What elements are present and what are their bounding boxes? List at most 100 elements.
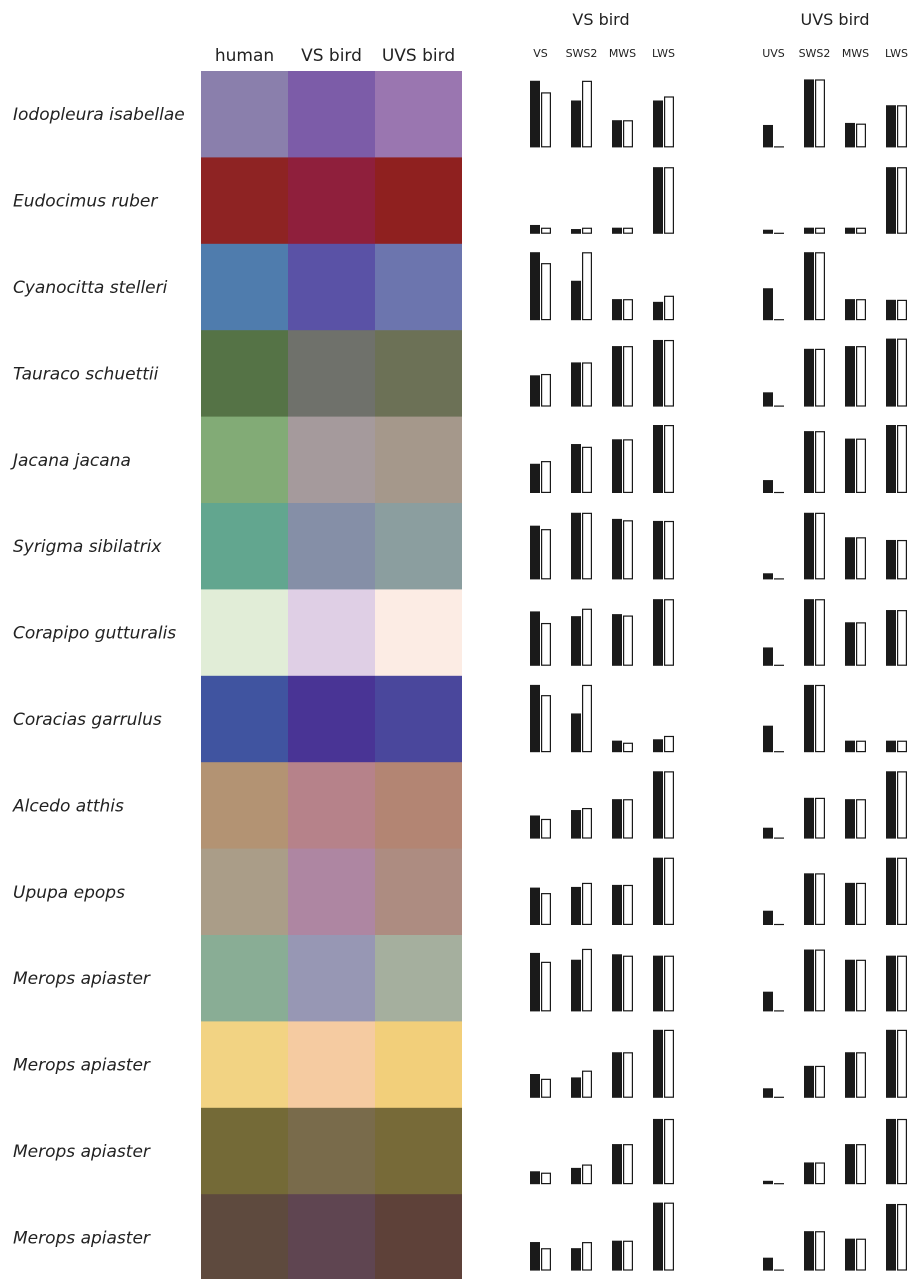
species-name: Jacana jacana — [10, 451, 131, 471]
bar-uvs-bird-lws-open — [896, 167, 907, 234]
species-name: Merops apiaster — [13, 1142, 151, 1162]
bar-uvs-bird-sws2-open — [814, 348, 825, 407]
bar-uvs-bird-uvs-filled — [763, 392, 773, 407]
species-row: Merops apiaster — [13, 935, 907, 1022]
bar-uvs-bird-sws2-filled — [804, 348, 814, 407]
bar-vs-bird-lws-open — [663, 425, 674, 494]
bar-vs-bird-vs-filled — [530, 252, 540, 321]
species-name: Upupa epops — [13, 883, 125, 903]
bar-vs-bird-vs-filled — [530, 463, 540, 493]
bar-vs-bird-sws2-open — [581, 948, 592, 1012]
bar-vs-bird-vs-filled — [530, 684, 540, 753]
colour-swatch-human — [201, 675, 288, 763]
colour-swatch-human — [201, 503, 288, 590]
colour-swatch-uvs-bird — [375, 762, 462, 850]
colour-swatch-uvs-bird — [375, 71, 462, 158]
bar-uvs-bird-mws-filled — [845, 740, 855, 753]
bar-uvs-bird-mws-filled — [845, 799, 855, 839]
bar-vs-bird-sws2-filled — [571, 100, 581, 148]
bar-vs-bird-sws2-open — [581, 512, 592, 580]
cone-header-vs-bird-vs: VS — [533, 47, 548, 60]
bar-vs-bird-sws2-open — [581, 684, 592, 753]
bar-uvs-bird-sws2-open — [814, 1065, 825, 1098]
bar-uvs-bird-uvs-filled — [763, 573, 773, 580]
bar-vs-bird-lws-open — [663, 339, 674, 407]
bar-uvs-bird-mws-filled — [845, 1052, 855, 1098]
species-name: Syrigma sibilatrix — [13, 537, 162, 557]
bar-vs-bird-mws-filled — [612, 740, 622, 753]
bar-uvs-bird-uvs-filled — [763, 229, 773, 234]
colour-swatch-vs-bird — [288, 848, 375, 936]
cone-header-uvs-bird-uvs: UVS — [762, 47, 785, 60]
bar-uvs-bird-uvs-filled — [763, 991, 773, 1012]
colour-swatch-uvs-bird — [375, 675, 462, 763]
bar-vs-bird-lws-filled — [653, 739, 663, 753]
colour-swatch-vs-bird — [288, 243, 375, 331]
bar-vs-bird-vs-open — [540, 818, 551, 839]
species-name: Cyanocitta stelleri — [13, 278, 168, 298]
bar-vs-bird-lws-open — [663, 295, 674, 321]
bar-uvs-bird-lws-filled — [886, 1203, 896, 1271]
bar-uvs-bird-mws-filled — [845, 299, 855, 321]
bar-vs-bird-lws-filled — [653, 857, 663, 925]
bar-vs-bird-lws-filled — [653, 1202, 663, 1271]
bar-uvs-bird-sws2-filled — [804, 797, 814, 839]
bar-uvs-bird-lws-open — [896, 425, 907, 494]
bar-vs-bird-sws2-open — [581, 882, 592, 926]
colour-swatch-vs-bird — [288, 675, 375, 763]
bar-uvs-bird-sws2-filled — [804, 873, 814, 925]
bar-vs-bird-lws-filled — [653, 771, 663, 839]
bar-vs-bird-mws-open — [622, 520, 633, 580]
bar-vs-bird-mws-open — [622, 439, 633, 494]
bar-vs-bird-vs-open — [540, 622, 551, 666]
swatch-column-header-human: human — [215, 46, 274, 66]
bar-uvs-bird-lws-filled — [886, 105, 896, 148]
colour-swatch-human — [201, 330, 288, 418]
colour-swatch-vs-bird — [288, 589, 375, 677]
bar-uvs-bird-sws2-open — [814, 797, 825, 839]
bar-vs-bird-lws-open — [663, 857, 674, 926]
bar-vs-bird-lws-filled — [653, 301, 663, 321]
species-row: Eudocimus ruber — [13, 157, 907, 245]
bar-vs-bird-lws-open — [663, 735, 674, 753]
bar-vs-bird-mws-open — [622, 227, 633, 234]
bar-uvs-bird-sws2-filled — [804, 512, 814, 580]
species-row: Merops apiaster — [13, 1194, 907, 1279]
bar-vs-bird-sws2-open — [581, 1070, 592, 1098]
bar-vs-bird-sws2-open — [581, 807, 592, 839]
bar-vs-bird-mws-filled — [612, 614, 622, 666]
colour-swatch-uvs-bird — [375, 243, 462, 331]
colour-swatch-vs-bird — [288, 71, 375, 158]
colour-swatch-uvs-bird — [375, 330, 462, 418]
bar-uvs-bird-mws-open — [855, 346, 866, 407]
colour-swatch-human — [201, 1194, 288, 1279]
bar-vs-bird-lws-open — [663, 599, 674, 666]
bar-uvs-bird-mws-filled — [845, 622, 855, 666]
bar-vs-bird-vs-filled — [530, 525, 540, 580]
bar-vs-bird-mws-filled — [612, 954, 622, 1012]
species-name: Tauraco schuettii — [13, 364, 159, 384]
colour-swatch-vs-bird — [288, 1107, 375, 1195]
species-row: Merops apiaster — [13, 1107, 907, 1195]
bar-vs-bird-vs-open — [540, 893, 551, 926]
colour-swatch-vs-bird — [288, 1021, 375, 1109]
bar-vs-bird-sws2-filled — [571, 1167, 581, 1185]
panel-title-uvs-bird: UVS bird — [801, 10, 870, 29]
species-name: Alcedo atthis — [12, 796, 124, 816]
bar-vs-bird-mws-open — [622, 799, 633, 839]
bar-uvs-bird-sws2-filled — [804, 1162, 814, 1185]
bar-uvs-bird-sws2-open — [814, 1162, 825, 1185]
bar-vs-bird-mws-open — [622, 1240, 633, 1271]
bar-vs-bird-sws2-filled — [571, 959, 581, 1012]
bar-uvs-bird-lws-filled — [886, 425, 896, 493]
bar-vs-bird-lws-open — [663, 1118, 674, 1185]
bar-vs-bird-vs-filled — [530, 887, 540, 925]
bar-vs-bird-vs-open — [540, 695, 551, 753]
colour-swatch-uvs-bird — [375, 157, 462, 245]
bar-vs-bird-sws2-open — [581, 446, 592, 493]
bar-uvs-bird-lws-open — [896, 105, 907, 148]
bar-vs-bird-vs-open — [540, 227, 551, 234]
bar-uvs-bird-uvs-filled — [763, 1257, 773, 1271]
bar-vs-bird-sws2-open — [581, 1242, 592, 1271]
bar-uvs-bird-sws2-open — [814, 252, 825, 321]
